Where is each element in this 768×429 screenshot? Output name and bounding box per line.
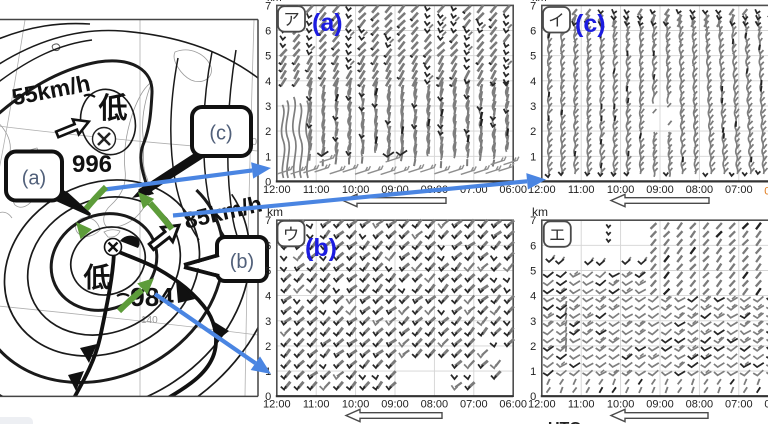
svg-text:07:00: 07:00 [460,399,488,411]
svg-text:1: 1 [530,366,536,378]
svg-text:0: 0 [265,391,271,403]
svg-text:6: 6 [265,26,271,38]
svg-text:(a): (a) [22,168,46,190]
svg-text:km: km [532,0,547,4]
svg-text:エ: エ [549,226,566,244]
svg-text:6: 6 [530,26,536,38]
svg-text:5: 5 [530,51,536,63]
svg-text:7: 7 [530,215,536,227]
svg-text:(c): (c) [209,123,232,145]
svg-text:5: 5 [530,266,536,278]
svg-text:ア: ア [283,11,300,29]
svg-text:06:00: 06:00 [499,399,527,411]
svg-text:12:00: 12:00 [528,399,556,411]
svg-text:km: km [532,205,548,219]
svg-text:10:00: 10:00 [607,399,635,411]
svg-text:06:00: 06:00 [764,186,768,198]
svg-text:3: 3 [530,101,536,113]
svg-text:11:00: 11:00 [568,184,595,196]
svg-text:0: 0 [530,391,536,403]
svg-text:(c): (c) [575,10,606,38]
svg-text:5: 5 [265,51,271,63]
svg-text:12:00: 12:00 [263,399,291,411]
svg-text:2: 2 [265,341,271,353]
svg-text:3: 3 [265,316,271,328]
svg-text:12:00: 12:00 [263,184,291,196]
svg-text:3: 3 [530,316,536,328]
svg-text:0: 0 [265,176,271,188]
svg-text:11:00: 11:00 [568,399,595,411]
svg-text:10:00: 10:00 [342,184,370,196]
svg-text:(b): (b) [305,234,337,262]
svg-text:4: 4 [530,76,536,88]
svg-text:140: 140 [141,315,158,326]
svg-text:(b): (b) [230,251,254,273]
svg-text:07:00: 07:00 [725,399,753,411]
svg-text:2: 2 [530,341,536,353]
svg-text:4: 4 [265,76,271,88]
svg-text:08:00: 08:00 [686,184,714,196]
svg-text:08:00: 08:00 [421,399,449,411]
svg-text:(a): (a) [312,9,343,37]
svg-text:11:00: 11:00 [303,399,330,411]
svg-text:km: km [267,205,283,219]
svg-text:09:00: 09:00 [381,399,409,411]
svg-text:1: 1 [265,151,271,163]
svg-text:7: 7 [530,0,536,12]
svg-text:1: 1 [530,151,536,163]
svg-text:km: km [267,0,282,4]
svg-text:07:00: 07:00 [725,184,753,196]
svg-text:6: 6 [265,240,271,252]
svg-text:4: 4 [530,291,536,303]
svg-text:10:00: 10:00 [342,399,370,411]
svg-text:UTC: UTC [548,420,581,424]
svg-text:低: 低 [83,263,111,293]
svg-text:2: 2 [265,126,271,138]
svg-text:11:00: 11:00 [303,184,330,196]
svg-text:ウ: ウ [283,225,300,244]
svg-text:09:00: 09:00 [646,399,674,411]
svg-text:7: 7 [265,0,271,12]
svg-text:6: 6 [530,240,536,252]
svg-text:996: 996 [72,151,112,178]
svg-text:09:00: 09:00 [646,184,674,196]
svg-text:10:00: 10:00 [607,184,635,196]
svg-text:06:00: 06:00 [499,184,527,196]
svg-text:3: 3 [265,101,271,113]
svg-text:08:00: 08:00 [686,399,714,411]
svg-text:12:00: 12:00 [528,184,556,196]
svg-text:4: 4 [265,291,271,303]
svg-text:イ: イ [548,12,565,30]
svg-text:2: 2 [530,126,536,138]
svg-text:5: 5 [265,266,271,278]
svg-text:低: 低 [97,92,127,125]
svg-text:06:00: 06:00 [764,399,768,411]
svg-text:7: 7 [265,215,271,227]
